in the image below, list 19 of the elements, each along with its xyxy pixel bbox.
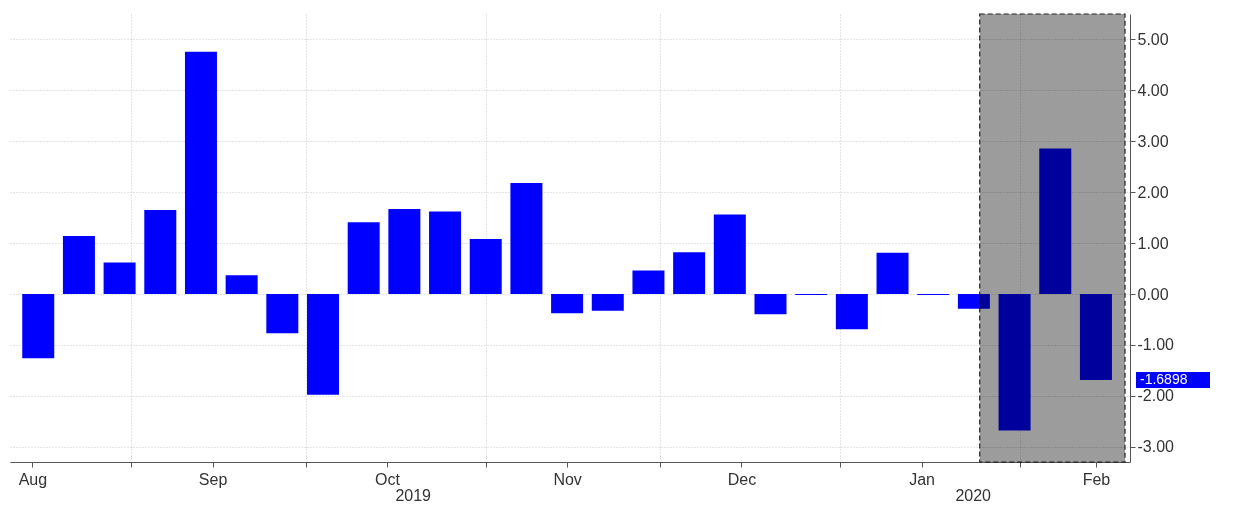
y-tick-label: -2.00 <box>1137 387 1175 405</box>
y-tick-label: 5.00 <box>1137 30 1169 48</box>
y-tick-label: 0.00 <box>1137 285 1169 303</box>
text: -1.6898 <box>1140 371 1188 388</box>
y-tick-label: -3.00 <box>1137 438 1175 456</box>
x-tick-label: Sep <box>198 470 228 488</box>
y-tick-label: 2.00 <box>1137 183 1169 201</box>
x-tick-label: Nov <box>553 470 582 488</box>
y-tick-label: 1.00 <box>1137 234 1169 252</box>
x-tick-label: Aug <box>18 470 48 488</box>
x-tick-label: Jan <box>909 470 935 488</box>
y-tick-label: 3.00 <box>1137 132 1169 150</box>
x-tick-label: Feb <box>1082 470 1111 488</box>
x-tick-label: Dec <box>727 470 757 488</box>
text: 2019 <box>395 487 432 504</box>
y-tick-label: -1.00 <box>1137 336 1175 354</box>
x-tick-label: Oct <box>374 470 401 488</box>
y-tick-label: 4.00 <box>1137 81 1169 99</box>
text: 2020 <box>955 487 992 504</box>
